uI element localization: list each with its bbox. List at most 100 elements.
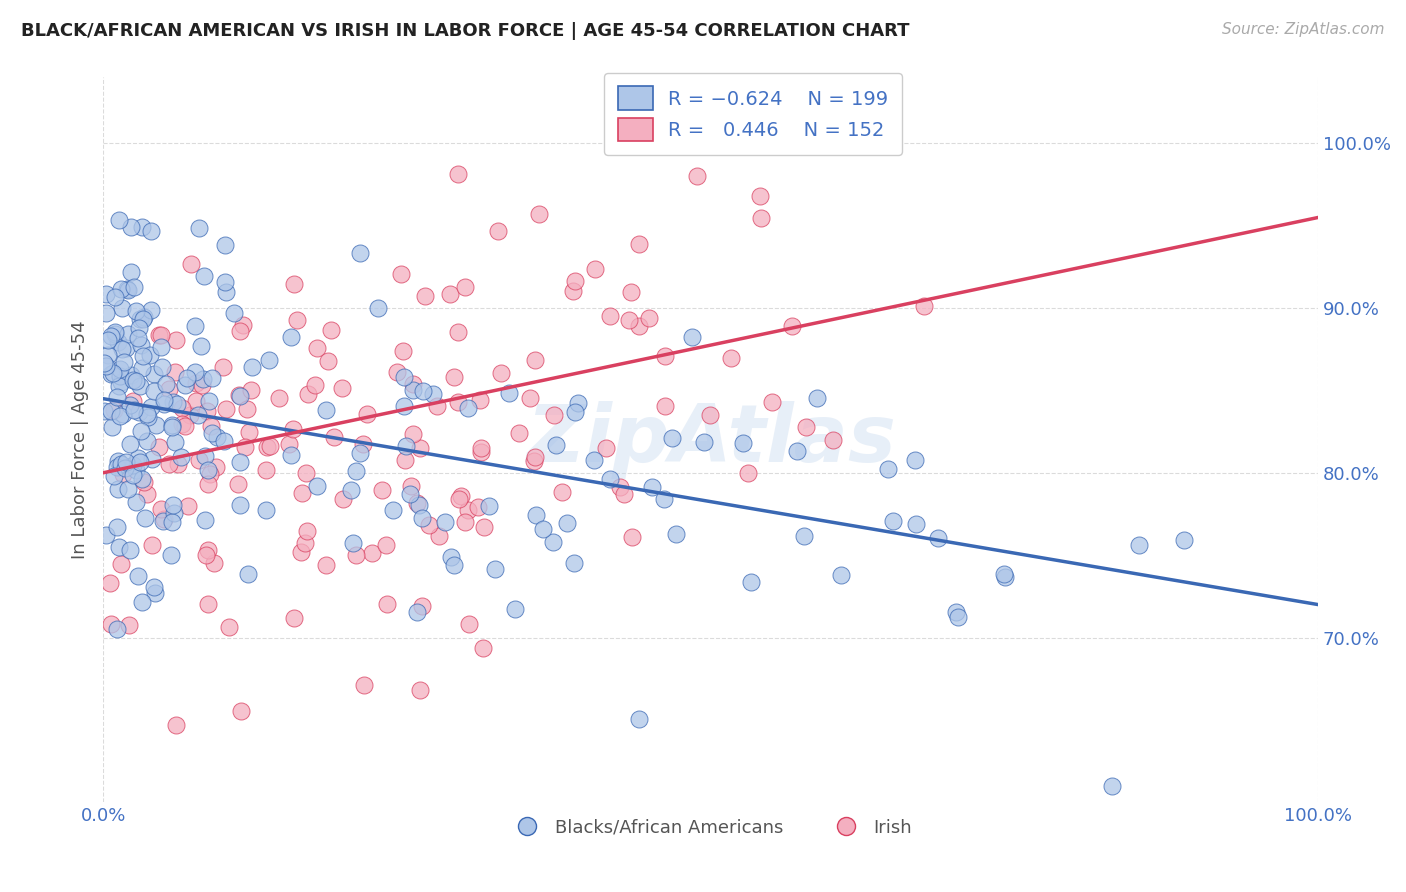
Point (163, 506, 186, 520)
Point (205, 430, 228, 444)
Point (280, 329, 302, 343)
Point (197, 404, 219, 418)
Point (399, 486, 422, 500)
Point (686, 169, 709, 183)
Point (197, 462, 219, 476)
Text: ZipAtlas: ZipAtlas (526, 401, 896, 479)
Point (290, 545, 312, 559)
Point (994, 570, 1017, 584)
Point (391, 343, 413, 358)
Point (236, 566, 259, 581)
Point (457, 503, 479, 517)
Point (503, 602, 526, 616)
Point (174, 418, 197, 433)
Point (806, 391, 828, 405)
Point (761, 395, 783, 409)
Point (240, 359, 263, 374)
Point (904, 517, 927, 532)
Point (489, 366, 512, 380)
Point (122, 403, 145, 417)
Point (371, 483, 394, 498)
Point (122, 468, 145, 483)
Point (620, 530, 643, 544)
Point (117, 284, 139, 298)
Point (165, 333, 187, 347)
Point (238, 425, 260, 439)
Point (200, 418, 222, 433)
Point (218, 620, 240, 634)
Point (139, 400, 162, 414)
Point (94, 527, 117, 541)
Point (316, 354, 339, 368)
Point (283, 277, 305, 291)
Point (583, 262, 606, 277)
Point (222, 306, 245, 320)
Point (157, 457, 180, 471)
Point (193, 268, 215, 283)
Point (257, 352, 280, 367)
Point (150, 359, 173, 374)
Point (194, 549, 217, 563)
Point (295, 524, 318, 538)
Point (484, 561, 506, 575)
Point (115, 454, 138, 468)
Point (167, 457, 190, 471)
Point (194, 513, 217, 527)
Point (117, 282, 139, 296)
Point (198, 467, 221, 481)
Point (229, 704, 252, 718)
Point (375, 598, 398, 612)
Point (177, 499, 200, 513)
Point (93, 356, 115, 370)
Point (628, 237, 651, 252)
Point (125, 463, 148, 477)
Point (135, 487, 157, 501)
Point (127, 331, 149, 345)
Point (212, 434, 235, 448)
Point (304, 377, 326, 392)
Point (131, 219, 153, 234)
Point (117, 326, 139, 341)
Point (118, 618, 141, 632)
Point (472, 519, 495, 533)
Point (145, 417, 167, 432)
Point (353, 678, 375, 692)
Point (531, 522, 554, 536)
Point (162, 417, 184, 432)
Point (118, 543, 141, 558)
Point (100, 328, 122, 343)
Point (291, 486, 314, 500)
Point (214, 237, 236, 252)
Point (254, 502, 277, 516)
Point (118, 399, 141, 413)
Point (654, 399, 676, 413)
Point (93, 404, 115, 418)
Point (114, 460, 136, 475)
Point (187, 220, 209, 235)
Point (447, 325, 470, 339)
Point (229, 498, 252, 512)
Point (486, 224, 509, 238)
Point (283, 422, 305, 436)
Point (283, 610, 305, 624)
Point (124, 374, 146, 388)
Point (94, 359, 117, 373)
Point (830, 568, 852, 582)
Point (117, 483, 139, 497)
Point (498, 385, 520, 400)
Point (330, 381, 353, 395)
Point (661, 431, 683, 445)
Point (141, 537, 163, 551)
Point (143, 367, 166, 381)
Point (110, 368, 132, 383)
Point (332, 491, 354, 506)
Point (699, 409, 721, 423)
Point (927, 531, 949, 545)
Point (1101, 779, 1123, 793)
Point (609, 480, 631, 494)
Point (179, 408, 201, 422)
Point (654, 349, 676, 363)
Point (170, 450, 193, 465)
Point (128, 404, 150, 418)
Y-axis label: In Labor Force | Age 45-54: In Labor Force | Age 45-54 (72, 320, 89, 559)
